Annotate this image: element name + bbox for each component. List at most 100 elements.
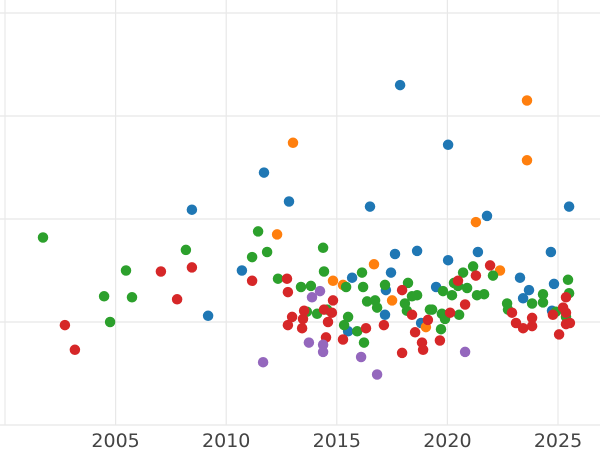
data-point [521, 155, 533, 166]
data-point [186, 262, 198, 273]
data-point [379, 279, 391, 291]
x-tick-label: 2015 [313, 430, 361, 450]
data-point [257, 356, 269, 368]
data-point [553, 329, 565, 340]
data-point [506, 307, 518, 318]
data-point [442, 139, 454, 151]
data-point [326, 307, 338, 318]
data-point [59, 319, 71, 331]
data-point [261, 246, 273, 258]
data-point [467, 261, 479, 272]
data-point [457, 267, 469, 278]
data-point [327, 275, 339, 287]
data-point [406, 309, 418, 321]
data-point [517, 322, 529, 334]
data-point [461, 282, 473, 294]
data-point [364, 201, 376, 212]
data-point [481, 210, 493, 222]
data-point [271, 229, 283, 240]
data-point [98, 291, 110, 302]
data-point [340, 281, 352, 293]
data-point [389, 248, 401, 260]
data-point [537, 297, 549, 308]
data-point [355, 351, 367, 363]
data-point [394, 79, 406, 91]
x-tick-labels: 2005 2010 2015 2020 2025 [91, 430, 582, 450]
data-point [379, 309, 391, 321]
data-point [317, 339, 329, 350]
data-point [318, 266, 330, 277]
data-point [444, 307, 456, 318]
data-point [435, 323, 447, 335]
data-point [287, 137, 299, 149]
data-point [342, 311, 354, 323]
data-point [386, 295, 398, 306]
data-point [478, 288, 490, 300]
data-point [378, 319, 390, 331]
data-point [424, 304, 436, 315]
data-point [202, 310, 214, 322]
data-point [252, 226, 264, 237]
data-point [385, 267, 397, 278]
data-point [526, 312, 538, 324]
data-point [437, 285, 449, 297]
data-point [282, 286, 294, 298]
data-point [521, 95, 533, 106]
data-point [564, 317, 576, 329]
data-point [318, 304, 330, 315]
data-point [286, 311, 298, 323]
data-point [396, 347, 408, 359]
data-point [459, 346, 471, 358]
data-point [470, 216, 482, 228]
data-point [303, 337, 315, 348]
data-point [171, 294, 183, 305]
data-point [356, 267, 368, 278]
data-point [434, 335, 446, 346]
data-point [272, 273, 284, 284]
data-point [517, 293, 529, 304]
data-point [396, 284, 408, 296]
data-point [417, 344, 429, 356]
data-point [560, 307, 572, 318]
series-purple [257, 285, 471, 380]
data-point [526, 298, 538, 309]
data-point [361, 296, 373, 307]
data-point [409, 327, 421, 338]
data-point [322, 316, 334, 328]
series-red [59, 260, 576, 359]
data-point [562, 274, 574, 286]
data-point [487, 270, 499, 281]
data-point [126, 292, 138, 303]
gridlines [0, 0, 600, 426]
data-point [548, 278, 560, 290]
data-point [371, 369, 383, 380]
data-point [296, 322, 308, 334]
data-point [560, 292, 572, 303]
data-point [470, 270, 482, 281]
data-point [258, 167, 270, 178]
data-point [37, 232, 49, 243]
data-point [452, 275, 464, 287]
data-point [297, 313, 309, 325]
data-point [180, 244, 192, 256]
data-point [317, 242, 329, 254]
data-point [563, 201, 575, 212]
data-point [317, 346, 329, 358]
data-point [283, 196, 295, 207]
data-point [360, 322, 372, 334]
data-point [337, 334, 349, 345]
data-point [338, 319, 350, 331]
data-point [306, 292, 318, 303]
data-point [295, 281, 307, 293]
data-point [411, 245, 423, 257]
data-point [472, 246, 484, 258]
series-orange [271, 95, 533, 333]
data-point [537, 288, 549, 300]
data-point [246, 251, 258, 263]
x-tick-label: 2025 [534, 430, 582, 450]
data-point [120, 265, 132, 276]
x-tick-label: 2020 [423, 430, 471, 450]
